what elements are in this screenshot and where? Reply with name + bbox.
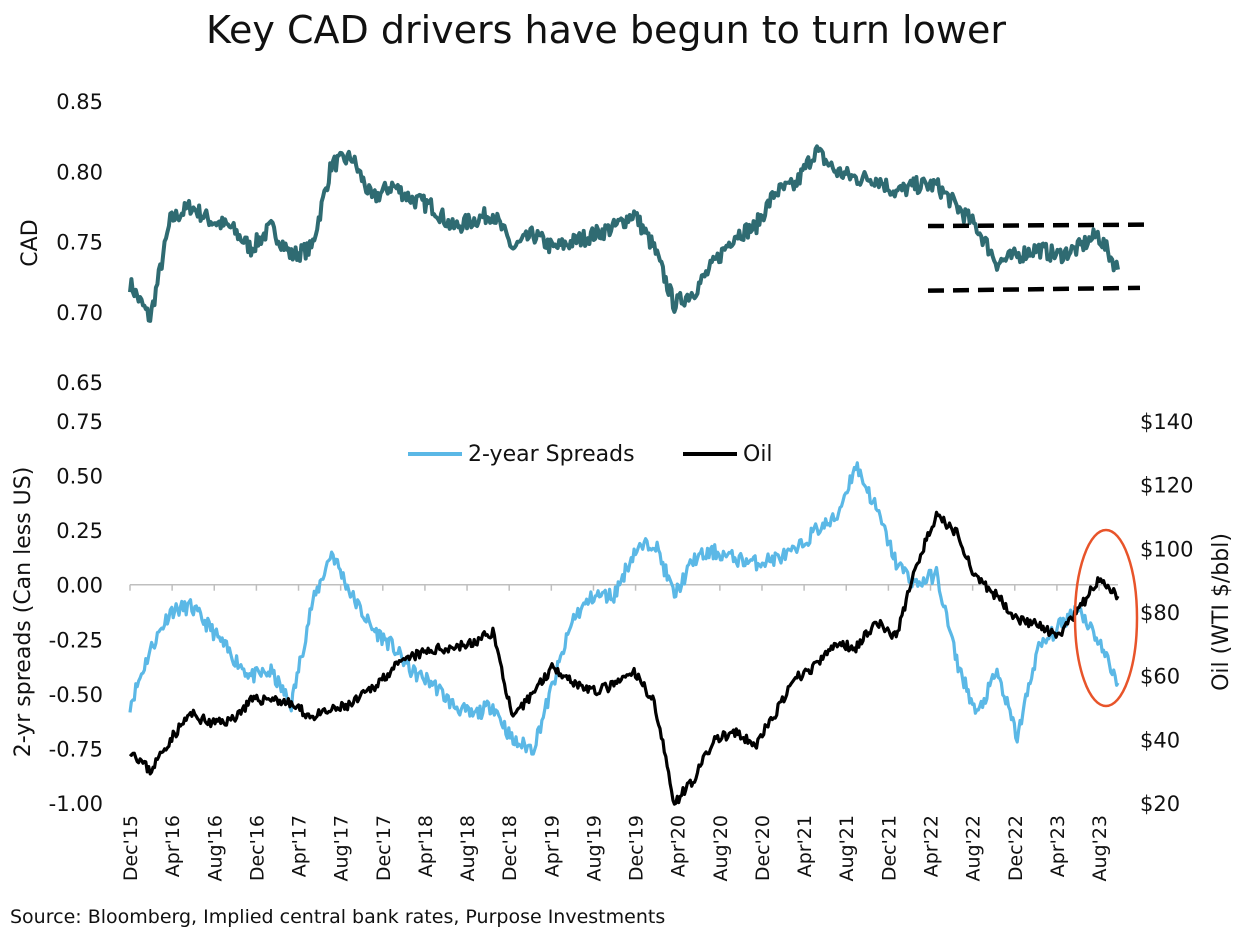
cad-y-tick-label: 0.70 <box>56 301 103 325</box>
x-tick-label: Dec'15 <box>120 815 142 881</box>
right-y-tick-label: $120 <box>1140 474 1193 498</box>
x-tick-label: Dec'19 <box>626 815 648 881</box>
left-y-tick-label: -0.75 <box>49 737 103 761</box>
right-y-tick-label: $140 <box>1140 410 1193 434</box>
right-y-tick-label: $100 <box>1140 537 1193 561</box>
cad-chart: 0.85 0.80 0.75 0.70 0.65 CAD <box>18 90 1151 395</box>
left-y-tick-label: -0.50 <box>49 683 103 707</box>
x-tick-label: Apr'18 <box>415 815 437 877</box>
x-tick-label: Dec'20 <box>752 815 774 881</box>
left-y-tick-label: 0.50 <box>56 465 103 489</box>
oil-series-line <box>128 510 1120 806</box>
x-tick-label: Apr'21 <box>794 815 816 877</box>
x-tick-label: Dec'16 <box>246 815 268 881</box>
cad-series-line <box>128 144 1120 323</box>
x-tick-label: Aug'19 <box>583 815 605 882</box>
right-y-tick-label: $80 <box>1140 601 1180 625</box>
right-y-tick-label: $40 <box>1140 728 1180 752</box>
legend-label-oil: Oil <box>743 442 773 467</box>
spreads-oil-chart: 0.75 0.50 0.25 0.00 -0.25 -0.50 -0.75 -1.00 $140… <box>11 410 1234 882</box>
x-tick-label: Apr'17 <box>289 815 311 877</box>
x-tick-label: Apr'23 <box>1047 815 1069 877</box>
x-tick-label: Apr'22 <box>921 815 943 877</box>
x-tick-label: Dec'22 <box>1005 815 1027 881</box>
x-tick-label: Dec'17 <box>373 815 395 881</box>
left-y-tick-label: 0.25 <box>56 519 103 543</box>
left-y-tick-label: -1.00 <box>49 792 103 816</box>
x-tick-label: Aug'20 <box>710 815 732 882</box>
cad-y-tick-label: 0.80 <box>56 160 103 184</box>
left-y-tick-label: 0.00 <box>56 574 103 598</box>
cad-y-tick-label: 0.75 <box>56 231 103 255</box>
x-tick-label: Aug'21 <box>836 815 858 882</box>
left-y-tick-label: -0.25 <box>49 628 103 652</box>
right-y-tick-label: $60 <box>1140 665 1180 689</box>
chart-title: Key CAD drivers have begun to turn lower <box>206 8 1006 52</box>
left-y-tick-label: 0.75 <box>56 410 103 434</box>
x-tick-label: Dec'21 <box>878 815 900 881</box>
x-tick-label: Aug'23 <box>1089 815 1111 882</box>
x-tick-label: Aug'22 <box>963 815 985 882</box>
x-tick-label: Aug'18 <box>457 815 479 882</box>
cad-y-axis-label: CAD <box>18 219 43 266</box>
x-tick-label: Dec'18 <box>499 815 521 881</box>
cad-y-tick-label: 0.85 <box>56 90 103 114</box>
cad-y-tick-label: 0.65 <box>56 371 103 395</box>
spreads-series-line <box>128 461 1120 756</box>
right-y-axis-label: Oil (WTI $/bbl) <box>1209 533 1234 691</box>
x-tick-label: Aug'16 <box>204 815 226 882</box>
legend-label-spreads: 2-year Spreads <box>468 442 635 467</box>
source-note: Source: Bloomberg, Implied central bank … <box>10 906 666 928</box>
x-tick-label: Apr'19 <box>541 815 563 877</box>
x-tick-label: Aug'17 <box>331 815 353 882</box>
cad-channel-dashed-line <box>927 285 1141 293</box>
right-y-tick-label: $20 <box>1140 792 1180 816</box>
x-tick-label: Apr'16 <box>162 815 184 877</box>
x-tick-label: Apr'20 <box>668 815 690 877</box>
cad-channel-dashed-line <box>927 222 1151 229</box>
highlight-ellipse <box>1073 528 1139 708</box>
left-y-axis-label: 2-yr spreads (Can less US) <box>11 467 36 758</box>
